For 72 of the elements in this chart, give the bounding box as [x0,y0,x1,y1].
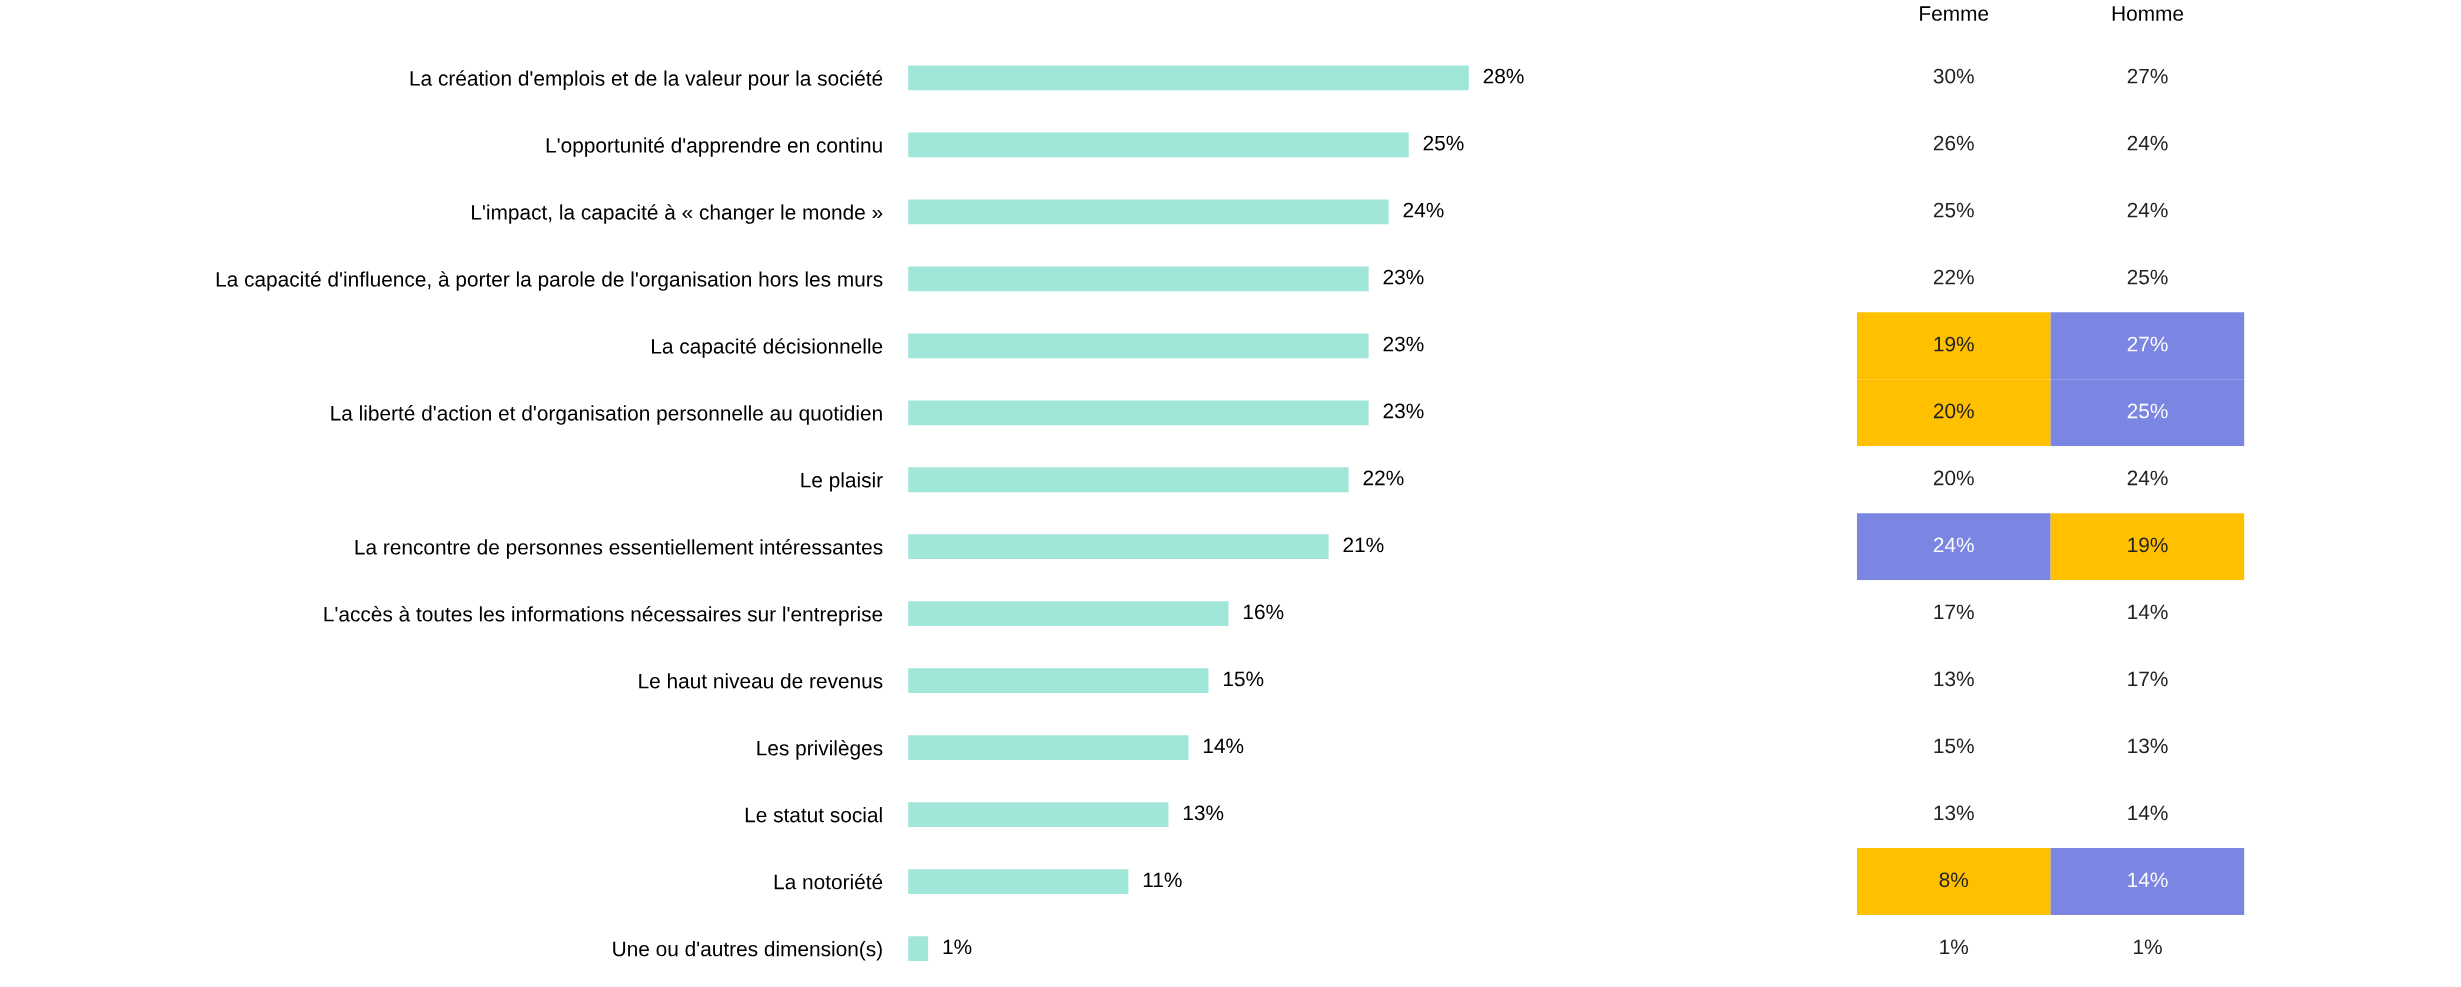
data-label: 13% [1183,805,1224,821]
y-tick-label: La capacité d'influence, à porter la parole de l'organisation hors les murs [216,271,883,291]
data-label: 15% [1934,738,1974,754]
data-label: 14% [1203,738,1244,754]
data-label: 20% [1933,470,1974,486]
data-label: 24% [1403,202,1444,218]
data-label: 24% [1933,537,1974,553]
y-tick-label: Les privilèges [757,739,883,760]
data-label: 19% [2128,537,2168,553]
data-label: 1% [943,939,972,955]
data-label: 13% [2128,738,2168,754]
data-label: 24% [2127,135,2168,151]
data-label: 28% [1483,68,1524,84]
bar [908,601,1229,627]
data-label: 21% [1343,537,1384,553]
data-label: 24% [2127,470,2168,486]
data-label: 13% [1934,805,1974,821]
data-label: 22% [1363,470,1404,486]
data-label: 24% [2127,202,2168,218]
data-label: 14% [2128,805,2168,821]
y-tick-label: Une ou d'autres dimension(s) [613,941,882,961]
x-tick-label: Femme [1920,6,1989,21]
data-label: 23% [1383,403,1424,419]
data-label: 13% [1934,671,1974,687]
bar [908,534,1329,560]
y-tick-label: La liberté d'action et d'organisation personnelle au quotidien [331,405,882,425]
data-label: 26% [1933,135,1974,151]
bar [908,735,1189,761]
data-label: 25% [2127,269,2168,285]
data-label: 14% [2128,872,2168,888]
bar [908,333,1369,359]
data-label: 8% [1939,872,1969,888]
data-label: 17% [1934,604,1974,620]
bar [908,668,1209,694]
data-label: 27% [2127,336,2168,352]
data-label: 11% [1143,872,1182,888]
data-label: 15% [1223,671,1264,687]
y-tick-label: Le haut niveau de revenus [639,673,883,689]
bar [908,467,1349,493]
y-tick-label: Le statut social [745,807,882,823]
data-label: 16% [1243,604,1284,620]
bar [908,400,1369,426]
y-tick-label: L'impact, la capacité à « changer le monde » [472,204,883,224]
bar [908,936,929,961]
y-tick-label: L'accès à toutes les informations nécessaires sur l'entreprise [324,606,883,626]
data-label: 23% [1383,269,1424,285]
bar [908,869,1129,894]
y-tick-label: La création d'emplois et de la valeur pour la société [410,70,883,90]
x-tick-label: Homme [2112,6,2184,21]
data-label: 20% [1933,403,1974,419]
data-label: 22% [1933,269,1974,285]
data-label: 25% [2127,403,2168,419]
data-label: 27% [2127,68,2168,84]
data-label: 25% [1423,135,1464,151]
bar [908,199,1389,225]
y-tick-label: La capacité décisionnelle [652,338,883,358]
data-label: 30% [1933,68,1974,84]
data-label: 1% [2134,939,2162,955]
y-tick-label: L'opportunité d'apprendre en continu [546,137,882,157]
data-label: 14% [2128,604,2168,620]
data-label: 1% [1940,939,1969,955]
y-tick-label: Le plaisir [801,472,883,492]
y-tick-label: La notoriété [774,873,883,890]
data-label: 19% [1934,336,1974,352]
bar [908,132,1409,158]
data-label: 25% [1933,202,1974,218]
bar [908,65,1469,91]
data-label: 17% [2128,671,2168,687]
y-tick-label: La rencontre de personnes essentiellement intéressantes [355,539,883,559]
bar [908,802,1169,828]
bar [908,266,1369,292]
data-label: 23% [1383,336,1424,352]
